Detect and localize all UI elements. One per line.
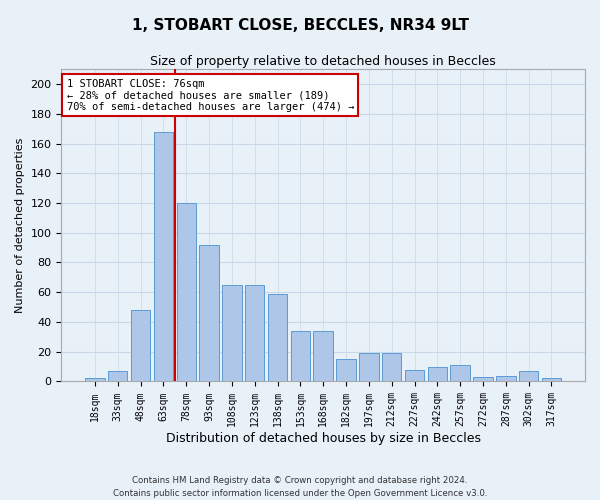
Y-axis label: Number of detached properties: Number of detached properties xyxy=(15,138,25,313)
Bar xyxy=(451,365,470,382)
Title: Size of property relative to detached houses in Beccles: Size of property relative to detached ho… xyxy=(151,55,496,68)
Bar xyxy=(131,310,150,382)
Bar xyxy=(176,203,196,382)
Bar xyxy=(222,285,242,382)
Text: 1, STOBART CLOSE, BECCLES, NR34 9LT: 1, STOBART CLOSE, BECCLES, NR34 9LT xyxy=(131,18,469,32)
Text: 1 STOBART CLOSE: 76sqm
← 28% of detached houses are smaller (189)
70% of semi-de: 1 STOBART CLOSE: 76sqm ← 28% of detached… xyxy=(67,78,354,112)
X-axis label: Distribution of detached houses by size in Beccles: Distribution of detached houses by size … xyxy=(166,432,481,445)
Bar xyxy=(313,331,333,382)
Text: Contains HM Land Registry data © Crown copyright and database right 2024.
Contai: Contains HM Land Registry data © Crown c… xyxy=(113,476,487,498)
Bar xyxy=(337,359,356,382)
Bar xyxy=(268,294,287,382)
Bar xyxy=(542,378,561,382)
Bar xyxy=(154,132,173,382)
Bar xyxy=(428,366,447,382)
Bar xyxy=(405,370,424,382)
Bar xyxy=(496,376,515,382)
Bar xyxy=(290,331,310,382)
Bar xyxy=(519,371,538,382)
Bar xyxy=(108,371,127,382)
Bar xyxy=(473,377,493,382)
Bar xyxy=(199,244,219,382)
Bar xyxy=(359,353,379,382)
Bar xyxy=(382,353,401,382)
Bar xyxy=(85,378,104,382)
Bar xyxy=(245,285,265,382)
